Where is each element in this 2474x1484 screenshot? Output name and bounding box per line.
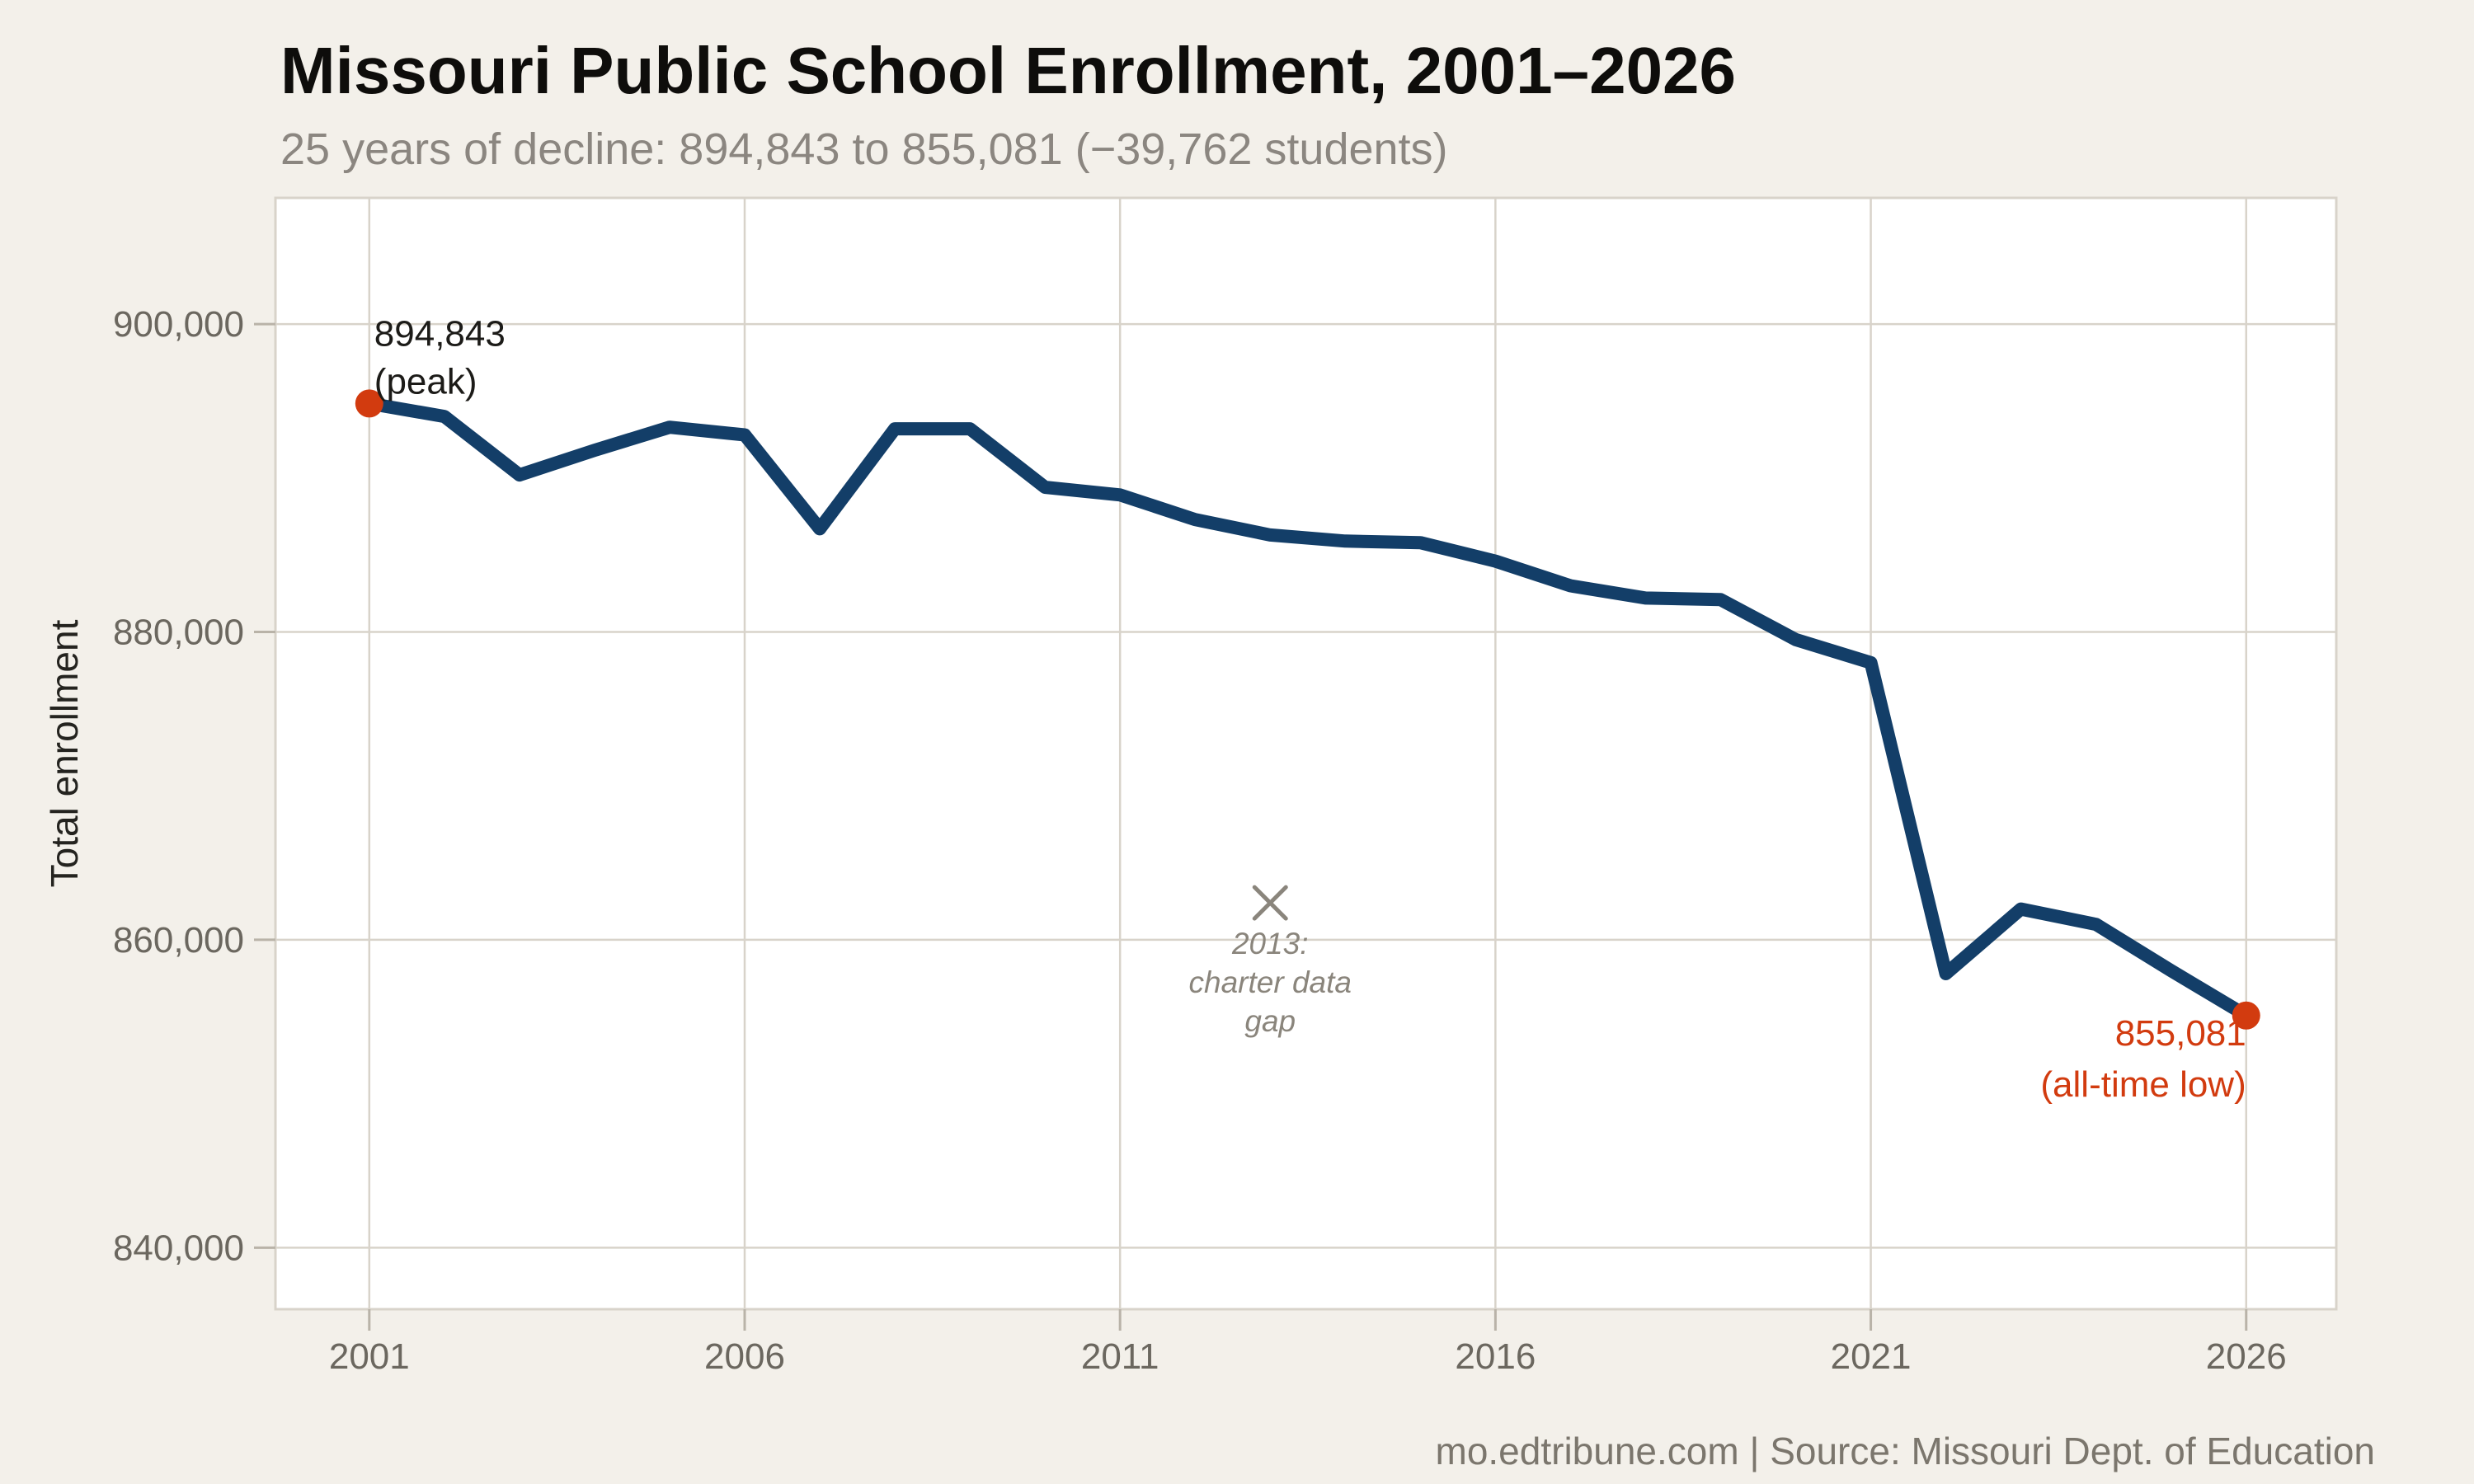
peak-marker (355, 389, 383, 418)
y-tick-label: 860,000 (113, 920, 244, 960)
x-tick-label: 2001 (329, 1336, 410, 1377)
source-attribution: mo.edtribune.com | Source: Missouri Dept… (1435, 1430, 2376, 1472)
gap-annotation-line: charter data (1189, 965, 1352, 999)
chart-title: Missouri Public School Enrollment, 2001–… (280, 34, 1737, 107)
y-tick-label: 880,000 (113, 613, 244, 653)
x-tick-label: 2021 (1831, 1336, 1912, 1377)
x-tick-label: 2006 (704, 1336, 785, 1377)
x-tick-label: 2026 (2206, 1336, 2287, 1377)
y-tick-label: 840,000 (113, 1228, 244, 1268)
peak-marker-label: (peak) (374, 361, 477, 402)
gap-cross-icon (1252, 885, 1288, 921)
x-tick-label: 2011 (1081, 1336, 1159, 1377)
all-time-low-marker-label: (all-time low) (2040, 1064, 2246, 1105)
gap-annotation-line: gap (1244, 1004, 1296, 1038)
y-tick-label: 900,000 (113, 304, 244, 345)
enrollment-line (362, 397, 2253, 1022)
peak-marker-label: 894,843 (374, 313, 506, 354)
plot-panel (274, 196, 2338, 1311)
all-time-low-marker-label: 855,081 (2115, 1013, 2246, 1054)
all-time-low-marker (2232, 1001, 2260, 1030)
chart-subtitle: 25 years of decline: 894,843 to 855,081 … (280, 124, 1448, 174)
x-tick-label: 2016 (1455, 1336, 1536, 1377)
gap-annotation-line: 2013: (1231, 927, 1309, 960)
